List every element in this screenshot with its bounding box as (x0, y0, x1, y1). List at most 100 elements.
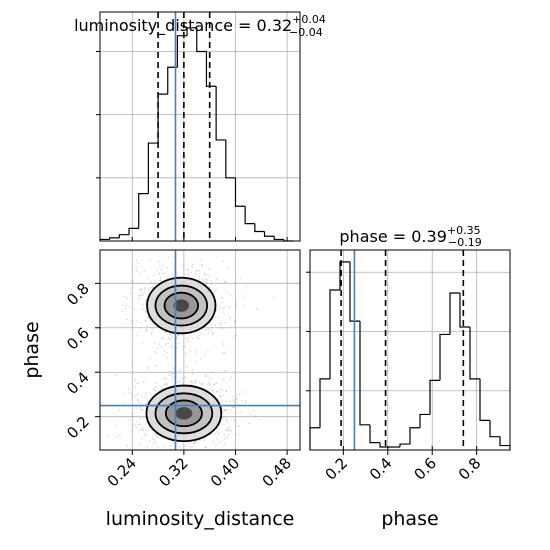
sample-point (128, 418, 131, 421)
sample-point (212, 441, 215, 443)
histogram-bin (369, 424, 380, 444)
sample-point (131, 322, 134, 324)
sample-point (146, 325, 148, 328)
sample-point (139, 423, 142, 426)
sample-point (154, 433, 157, 435)
panel-frame-right (309, 249, 511, 451)
sample-point (131, 412, 134, 415)
sample-point (191, 263, 194, 266)
luminosity-distance-title-minus: −0.04 (289, 26, 323, 39)
sample-point (169, 445, 172, 447)
sample-point (158, 260, 161, 263)
sample-point (205, 329, 207, 331)
sample-point (156, 436, 159, 439)
sample-point (182, 381, 185, 384)
sample-point (169, 338, 172, 341)
sample-point (221, 400, 224, 402)
histogram-bin (254, 223, 265, 233)
sample-point (205, 282, 207, 285)
sample-point (140, 293, 143, 295)
histogram-bin (196, 27, 207, 53)
sample-point (185, 377, 188, 379)
sample-point (124, 392, 126, 395)
sample-point (128, 391, 131, 394)
sample-point (124, 307, 127, 310)
sample-point (140, 288, 142, 291)
histogram-bin (449, 292, 460, 335)
sample-point (137, 400, 140, 402)
sample-point (145, 330, 148, 333)
sample-point (144, 433, 146, 435)
sample-point (259, 418, 262, 420)
sample-point (245, 285, 248, 288)
histogram-bin (309, 427, 320, 450)
sample-point (118, 409, 121, 412)
sample-point (171, 372, 174, 374)
sample-point (169, 370, 171, 373)
sample-point (218, 424, 221, 427)
histogram-bin (499, 436, 511, 450)
sample-point (145, 328, 148, 331)
sample-point (127, 388, 130, 390)
sample-point (229, 426, 231, 429)
sample-point (223, 351, 226, 354)
sample-point (136, 382, 139, 385)
sample-point (173, 256, 175, 259)
sample-point (215, 309, 218, 311)
sample-point (218, 393, 221, 396)
sample-point (166, 352, 168, 354)
sample-point (152, 439, 155, 441)
sample-point (219, 327, 222, 329)
sample-point (248, 422, 250, 425)
sample-point (229, 318, 231, 320)
sample-point (170, 346, 172, 349)
sample-point (123, 295, 125, 298)
sample-point (215, 278, 218, 281)
sample-point (189, 349, 192, 352)
sample-point (190, 383, 193, 386)
sample-point (219, 306, 222, 309)
sample-point (144, 310, 147, 313)
y-tick-label: 0.4 (63, 368, 93, 398)
sample-point (226, 436, 228, 438)
sample-point (214, 290, 216, 293)
sample-point (191, 266, 194, 268)
sample-point (182, 345, 185, 348)
sample-point (223, 416, 225, 418)
sample-point (122, 402, 124, 405)
sample-point (187, 337, 189, 339)
sample-point (226, 267, 229, 270)
x-tick-label: 0.48 (259, 454, 295, 490)
sample-point (229, 409, 232, 412)
sample-point (230, 376, 233, 379)
sample-point (152, 442, 155, 445)
sample-point (130, 279, 132, 282)
sample-point (145, 434, 147, 437)
sample-point (223, 305, 225, 308)
sample-point (164, 354, 166, 356)
sample-point (215, 431, 218, 433)
sample-point (187, 269, 189, 271)
sample-point (228, 429, 231, 431)
sample-point (145, 379, 148, 382)
sample-point (220, 297, 223, 299)
sample-point (201, 383, 203, 385)
x-tick-label: 0.6 (410, 454, 440, 484)
sample-point (172, 273, 174, 276)
x-tick-labels-phase: 0.2 0.4 0.6 0.8 (322, 450, 484, 484)
sample-point (211, 389, 213, 392)
sample-point (192, 337, 194, 339)
sample-point (132, 424, 134, 427)
sample-point (141, 426, 143, 429)
sample-point (204, 446, 206, 449)
sample-point (218, 307, 220, 310)
sample-point (215, 382, 218, 385)
sample-point (146, 398, 149, 400)
histogram-bin (319, 378, 330, 428)
sample-point (149, 320, 151, 322)
sample-point (149, 258, 151, 261)
histogram-bin (359, 321, 370, 426)
sample-point (189, 380, 191, 383)
sample-point (131, 428, 133, 431)
sample-point (157, 347, 159, 350)
